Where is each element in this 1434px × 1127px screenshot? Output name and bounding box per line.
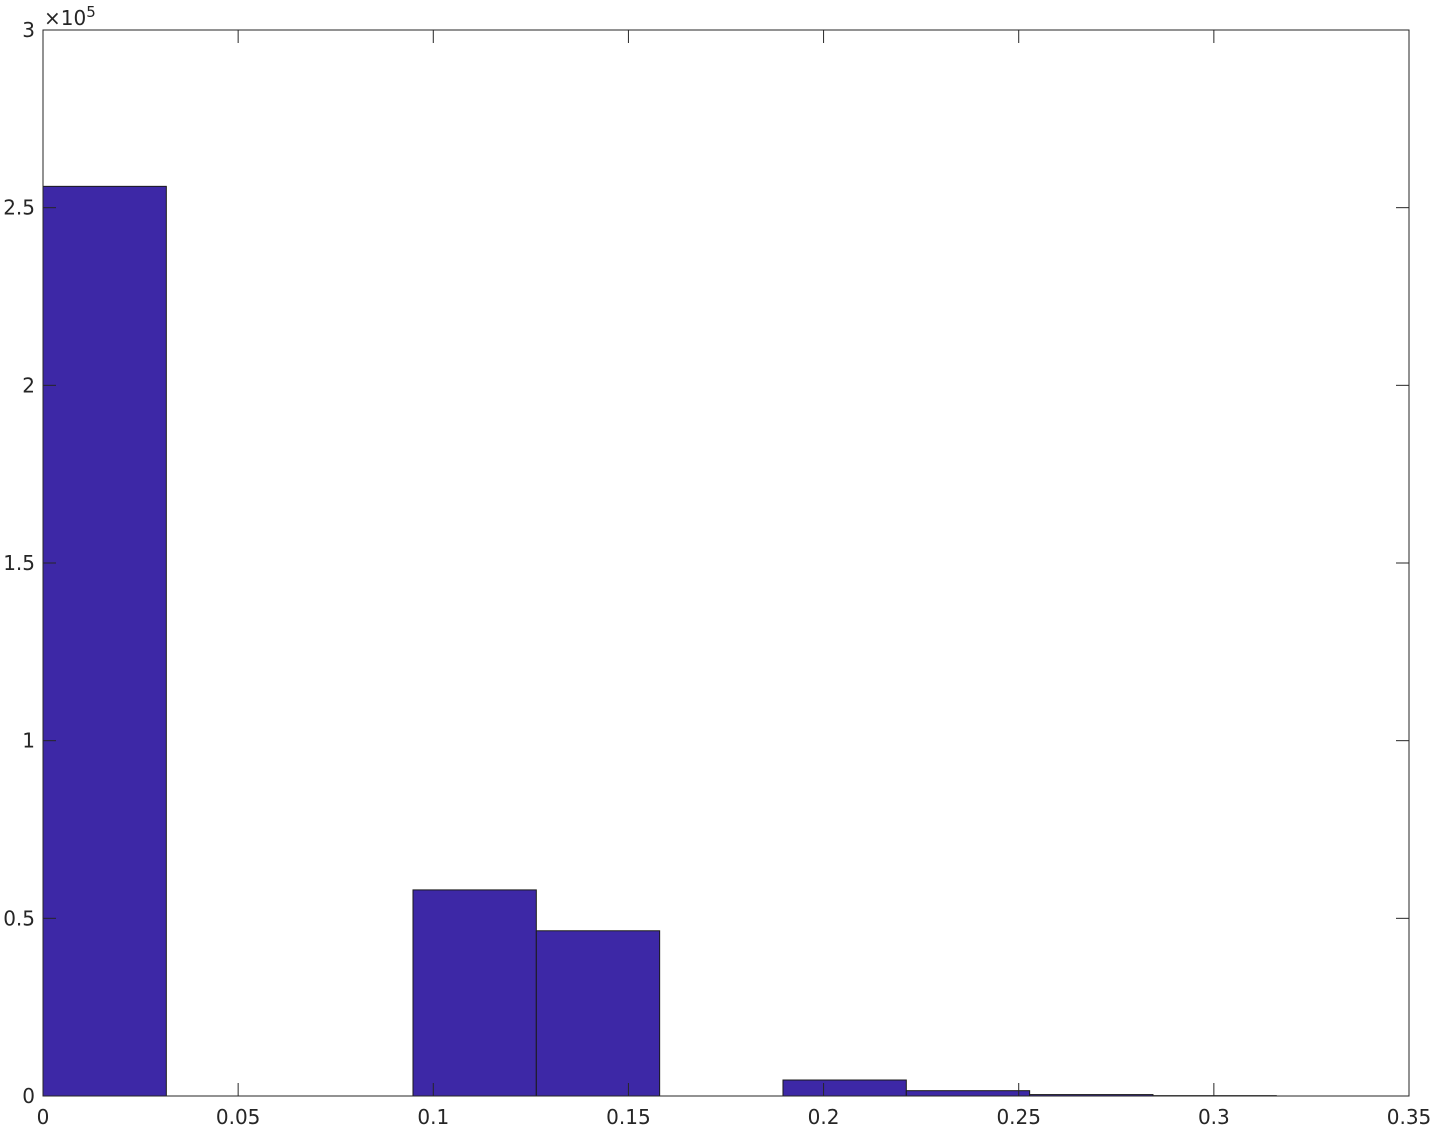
x-tick-label: 0.1 [417, 1105, 449, 1127]
x-tick-label: 0.05 [216, 1105, 261, 1127]
x-tick-labels: 0 0.05 0.1 0.15 0.2 0.25 0.3 0.35 [37, 1105, 1432, 1127]
histogram-bar [905, 1090, 1031, 1097]
ticks-group [42, 29, 1410, 1097]
y-multiplier-exponent: 5 [86, 3, 96, 21]
y-tick-label: 2 [22, 373, 35, 397]
y-tick-label: 0 [22, 1084, 35, 1108]
y-tick-label: 2.5 [3, 196, 35, 220]
y-tick-label: 0.5 [3, 906, 35, 930]
x-tick-label: 0.25 [996, 1105, 1041, 1127]
bars-group [42, 185, 1277, 1097]
histogram-bar [535, 930, 661, 1097]
axes-box [42, 29, 1410, 1097]
histogram-bar [782, 1079, 907, 1097]
histogram-bar [42, 185, 167, 1097]
y-tick-label: 1.5 [3, 551, 35, 575]
y-tick-label: 1 [22, 729, 35, 753]
x-tick-label: 0.35 [1387, 1105, 1432, 1127]
x-tick-label: 0.2 [808, 1105, 840, 1127]
y-tick-label: 3 [22, 18, 35, 42]
y-multiplier-base: ×10 [44, 6, 86, 30]
x-tick-label: 0.3 [1198, 1105, 1230, 1127]
histogram-bar [412, 889, 537, 1097]
x-tick-label: 0.15 [606, 1105, 651, 1127]
y-axis-multiplier: ×105 [44, 3, 96, 30]
y-tick-labels: 0 0.5 1 1.5 2 2.5 3 [3, 18, 35, 1108]
x-tick-label: 0 [37, 1105, 50, 1127]
